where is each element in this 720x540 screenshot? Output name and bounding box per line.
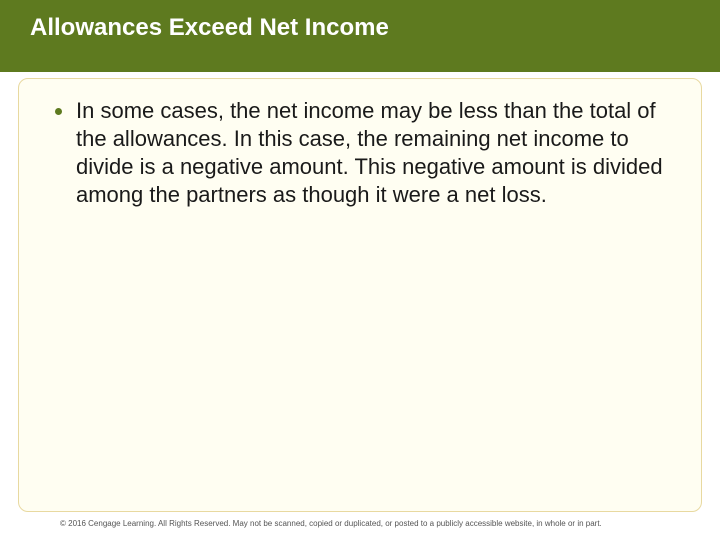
bullet-text: In some cases, the net income may be les… <box>76 97 671 210</box>
content-panel: In some cases, the net income may be les… <box>18 78 702 512</box>
copyright-footer: © 2016 Cengage Learning. All Rights Rese… <box>60 520 700 529</box>
slide-header: Allowances Exceed Net Income <box>0 0 720 72</box>
bullet-item: In some cases, the net income may be les… <box>55 97 671 210</box>
bullet-icon <box>55 108 62 115</box>
content-area: In some cases, the net income may be les… <box>0 72 720 540</box>
slide-title: Allowances Exceed Net Income <box>30 14 690 42</box>
